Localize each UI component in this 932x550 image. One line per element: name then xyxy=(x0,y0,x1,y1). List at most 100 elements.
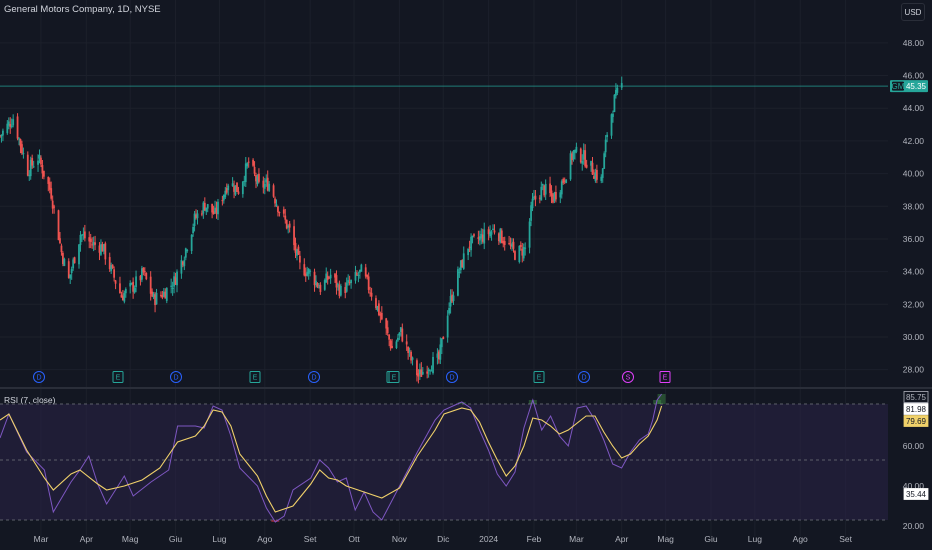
candle-body xyxy=(410,351,412,361)
candle-body xyxy=(550,190,553,196)
rsi-value-tag xyxy=(903,391,929,403)
symbol-badge xyxy=(892,81,904,91)
candle-body xyxy=(575,146,578,152)
candle-body xyxy=(272,185,275,197)
candle-body xyxy=(284,215,287,220)
candle-body xyxy=(212,211,215,215)
event-marker-e xyxy=(533,371,545,383)
y-tick-label: 40.00 xyxy=(903,169,925,179)
candle-body xyxy=(497,233,500,242)
candle-body xyxy=(224,190,227,198)
candle-body xyxy=(601,168,604,178)
candle-body xyxy=(388,334,391,340)
candle-body xyxy=(184,248,187,258)
x-tick-label: Nov xyxy=(392,534,408,544)
candle-body xyxy=(196,213,199,219)
event-marker-d xyxy=(308,371,320,383)
candle-body xyxy=(367,276,370,290)
candle-body xyxy=(155,292,158,305)
x-tick-label: Giu xyxy=(704,534,718,544)
candle-body xyxy=(376,306,379,311)
candle-body xyxy=(186,249,189,251)
candle-body xyxy=(57,210,60,241)
candle-body xyxy=(183,260,186,267)
candle-body xyxy=(0,135,1,137)
candle-body xyxy=(285,219,288,229)
candle-body xyxy=(237,191,240,194)
x-tick-label: Mar xyxy=(569,534,584,544)
candle-body xyxy=(347,280,350,283)
candle-body xyxy=(524,247,527,249)
candle-body xyxy=(380,312,383,320)
candle-body xyxy=(335,275,338,288)
candle-body xyxy=(170,285,173,287)
candle-body xyxy=(439,344,442,360)
price-axis[interactable]: 28.00 30.00 32.00 34.00 36.00 38.00 40.00 42.00… xyxy=(903,38,925,375)
candle-body xyxy=(217,201,219,215)
time-axis[interactable]: Mar Apr Mag Giu Lug Ago Set Ott Nov Dic 2024 Feb Mar… xyxy=(34,534,853,544)
candle-body xyxy=(512,241,515,249)
candle-body xyxy=(9,124,12,127)
candle-body xyxy=(502,240,505,244)
candle-body xyxy=(89,238,92,242)
x-tick-label: Feb xyxy=(527,534,542,544)
rsi-axis[interactable]: 20.00 40.00 60.00 xyxy=(903,441,925,531)
candle-body xyxy=(595,169,598,180)
candle-body xyxy=(344,287,347,294)
candle-body xyxy=(82,234,85,236)
candle-body xyxy=(176,271,178,286)
y-tick-label: 48.00 xyxy=(903,38,925,48)
candle-body xyxy=(398,332,401,336)
event-marker-letter: E xyxy=(663,375,668,382)
candle-body xyxy=(508,243,511,245)
candle-body xyxy=(477,237,480,239)
event-marker-s xyxy=(622,371,634,383)
candle-body xyxy=(247,161,250,163)
chart-title: General Motors Company, 1D, NYSE xyxy=(4,4,161,15)
price-candles xyxy=(0,76,888,384)
candle-body xyxy=(385,318,388,329)
candle-body xyxy=(88,237,91,242)
candle-body xyxy=(386,327,389,334)
event-marker-letter: D xyxy=(581,375,586,382)
candle-body xyxy=(51,200,54,209)
rsi-overbought-fill xyxy=(528,400,537,404)
rsi-overbought-fill xyxy=(457,402,466,404)
candle-body xyxy=(111,264,114,268)
candle-body xyxy=(553,192,556,201)
candle-body xyxy=(338,284,341,296)
candle-body xyxy=(533,196,535,199)
candle-body xyxy=(493,230,496,233)
candle-body xyxy=(130,283,133,285)
candle-body xyxy=(610,114,613,136)
x-tick-label: Ott xyxy=(348,534,360,544)
candle-body xyxy=(221,200,224,202)
candle-body xyxy=(531,198,534,209)
candle-body xyxy=(358,269,361,273)
candle-body xyxy=(468,246,471,248)
candle-body xyxy=(303,264,306,276)
candle-body xyxy=(481,234,484,242)
candle-body xyxy=(67,261,70,278)
candle-body xyxy=(405,341,408,345)
candle-body xyxy=(22,153,25,155)
candle-body xyxy=(78,244,80,265)
candle-body xyxy=(313,271,316,286)
candle-body xyxy=(519,245,522,247)
candle-body xyxy=(37,160,39,165)
candle-body xyxy=(452,295,455,301)
value-tags: GM 45.35 85.75 81.98 79.69 35.44 xyxy=(890,80,929,500)
candle-body xyxy=(26,154,29,176)
rsi-indicator-label[interactable]: RSI (7, close) xyxy=(4,395,56,405)
candle-body xyxy=(306,271,309,276)
x-tick-label: Set xyxy=(839,534,852,544)
candle-body xyxy=(518,245,521,263)
candle-body xyxy=(21,144,23,154)
candle-body xyxy=(287,225,290,228)
currency-button[interactable]: USD xyxy=(901,3,925,21)
candle-body xyxy=(120,294,123,298)
rsi-band xyxy=(0,403,888,521)
candle-body xyxy=(149,276,152,294)
candle-body xyxy=(63,258,66,267)
candle-body xyxy=(354,271,357,281)
